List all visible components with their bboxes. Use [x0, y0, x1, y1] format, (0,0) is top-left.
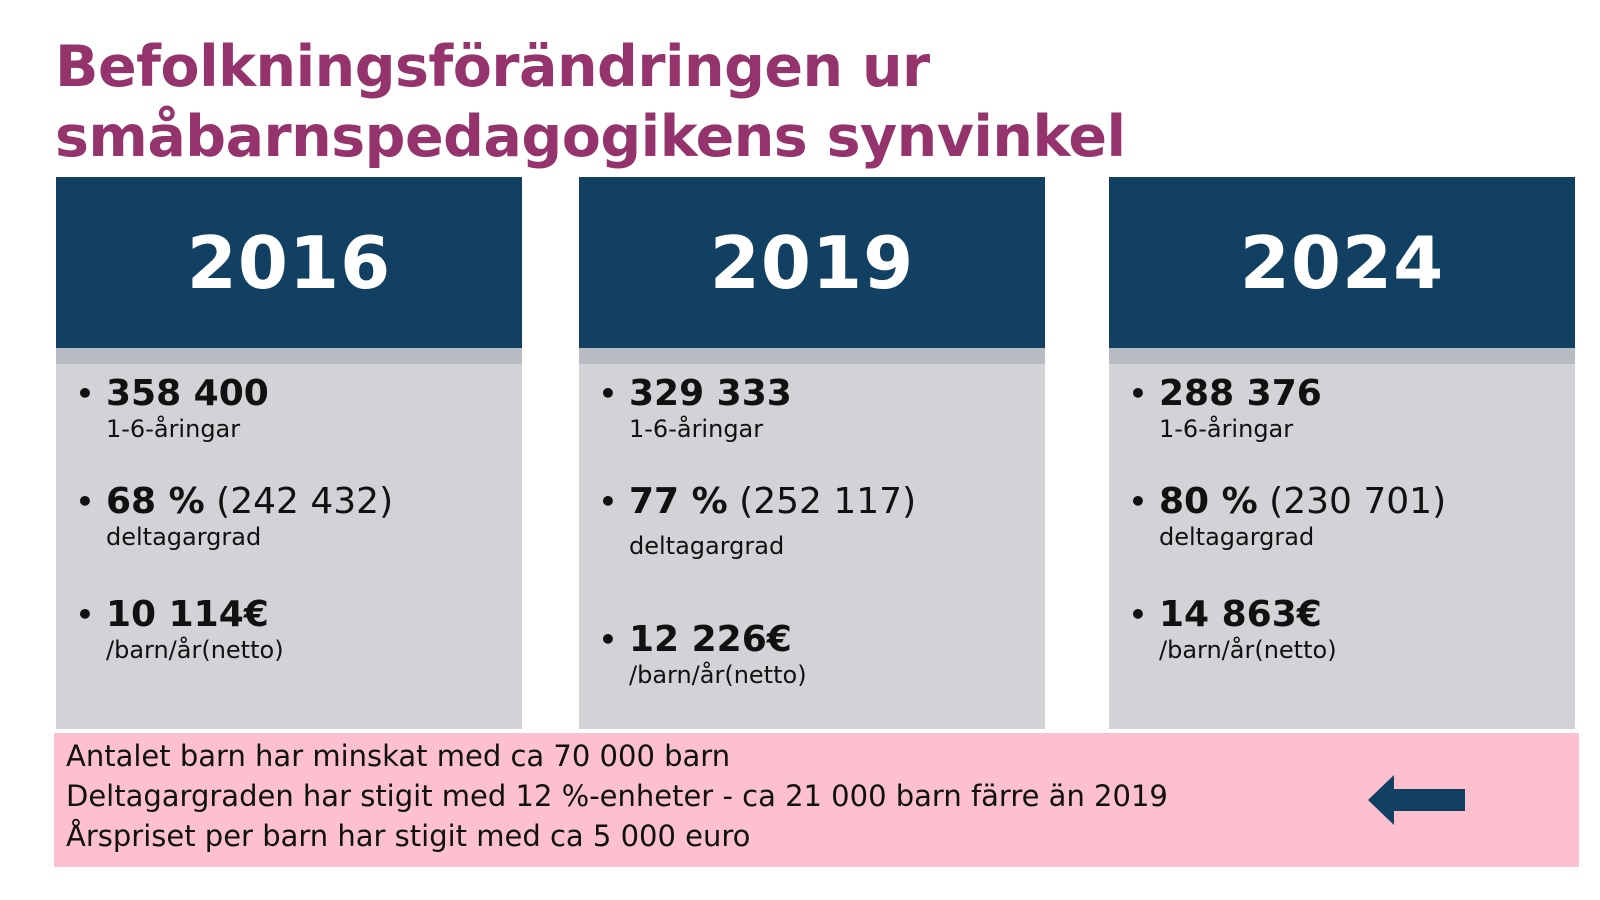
bullet-icon: •: [599, 377, 617, 410]
year-card-2024: 2024 • 288 376 1-6-åringar • 80 % (230 7…: [1109, 177, 1575, 729]
participation-label: deltagargrad: [106, 523, 262, 551]
bullet-icon: •: [76, 377, 94, 410]
summary-box: Antalet barn har minskat med ca 70 000 b…: [54, 733, 1579, 867]
card-year: 2016: [186, 220, 392, 305]
bullet-icon: •: [1129, 377, 1147, 410]
card-divider: [56, 348, 522, 364]
summary-line: Deltagargraden har stigit med 12 %-enhet…: [66, 779, 1168, 813]
population-value: 329 333: [629, 373, 792, 414]
page-title: Befolkningsförändringen ur småbarnspedag…: [55, 32, 1126, 172]
year-card-2019: 2019 • 329 333 1-6-åringar • 77 % (252 1…: [579, 177, 1045, 729]
card-header: 2016: [56, 177, 522, 348]
participation-label: deltagargrad: [629, 532, 785, 560]
cost-value: 10 114€: [106, 594, 269, 635]
cost-item: • 12 226€ /barn/år(netto): [599, 619, 807, 690]
population-value: 358 400: [106, 373, 269, 414]
population-item: • 329 333 1-6-åringar: [599, 373, 792, 444]
participation-item: • 80 % (230 701) deltagargrad: [1129, 481, 1447, 552]
arrow-left-icon: [1368, 775, 1465, 825]
participation-item: • 77 % (252 117) deltagargrad: [599, 481, 917, 561]
card-header: 2024: [1109, 177, 1575, 348]
bullet-icon: •: [599, 623, 617, 656]
population-label: 1-6-åringar: [629, 415, 764, 443]
cost-value: 12 226€: [629, 619, 792, 660]
bullet-icon: •: [76, 485, 94, 518]
title-line-2: småbarnspedagogikens synvinkel: [55, 104, 1126, 170]
participation-item: • 68 % (242 432) deltagargrad: [76, 481, 394, 552]
card-divider: [1109, 348, 1575, 364]
summary-line: Årspriset per barn har stigit med ca 5 0…: [66, 819, 751, 853]
participation-count: (242 432): [216, 481, 394, 522]
population-item: • 358 400 1-6-åringar: [76, 373, 269, 444]
participation-count: (252 117): [739, 481, 917, 522]
cost-label: /barn/år(netto): [106, 636, 284, 664]
participation-rate: 80 %: [1159, 481, 1258, 522]
card-divider: [579, 348, 1045, 364]
card-header: 2019: [579, 177, 1045, 348]
population-label: 1-6-åringar: [106, 415, 241, 443]
card-year: 2024: [1239, 220, 1445, 305]
bullet-icon: •: [599, 485, 617, 518]
cost-item: • 10 114€ /barn/år(netto): [76, 594, 284, 665]
bullet-icon: •: [1129, 598, 1147, 631]
population-label: 1-6-åringar: [1159, 415, 1294, 443]
cost-item: • 14 863€ /barn/år(netto): [1129, 594, 1337, 665]
participation-rate: 68 %: [106, 481, 205, 522]
summary-line: Antalet barn har minskat med ca 70 000 b…: [66, 739, 731, 773]
year-card-2016: 2016 • 358 400 1-6-åringar • 68 % (242 4…: [56, 177, 522, 729]
card-year: 2019: [709, 220, 915, 305]
bullet-icon: •: [76, 598, 94, 631]
bullet-icon: •: [1129, 485, 1147, 518]
participation-rate: 77 %: [629, 481, 728, 522]
population-item: • 288 376 1-6-åringar: [1129, 373, 1322, 444]
participation-label: deltagargrad: [1159, 523, 1315, 551]
cost-value: 14 863€: [1159, 594, 1322, 635]
participation-count: (230 701): [1269, 481, 1447, 522]
population-value: 288 376: [1159, 373, 1322, 414]
cost-label: /barn/år(netto): [629, 661, 807, 689]
cost-label: /barn/år(netto): [1159, 636, 1337, 664]
title-line-1: Befolkningsförändringen ur: [55, 34, 930, 100]
